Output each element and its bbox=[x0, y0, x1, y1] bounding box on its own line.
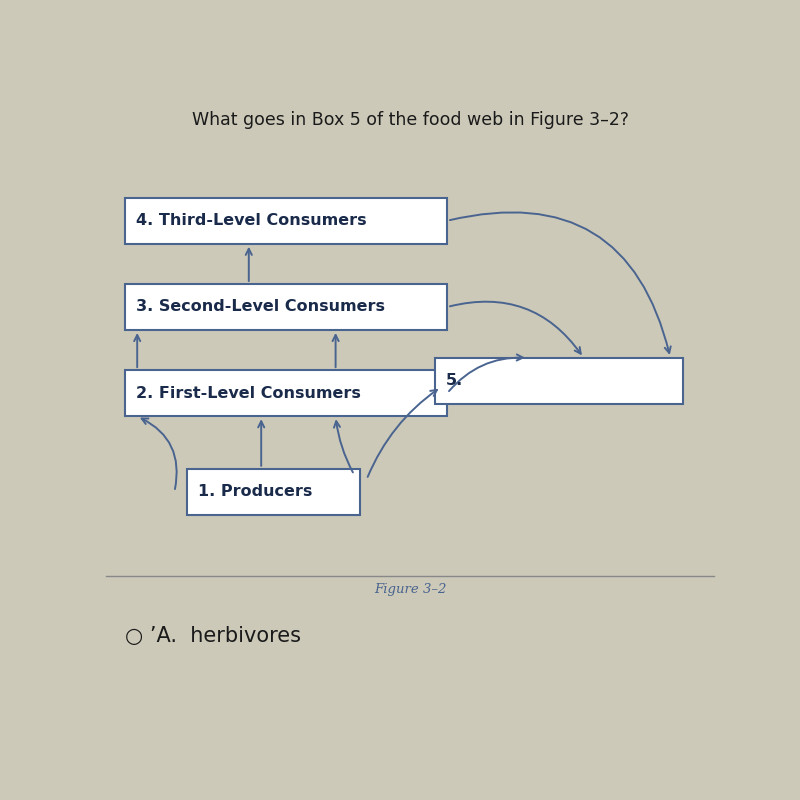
Text: 3. Second-Level Consumers: 3. Second-Level Consumers bbox=[136, 299, 385, 314]
FancyBboxPatch shape bbox=[125, 284, 447, 330]
Text: 2. First-Level Consumers: 2. First-Level Consumers bbox=[136, 386, 361, 401]
Text: 5.: 5. bbox=[446, 374, 463, 389]
FancyBboxPatch shape bbox=[435, 358, 683, 404]
Text: 4. Third-Level Consumers: 4. Third-Level Consumers bbox=[136, 214, 366, 228]
Text: ○ ’A.  herbivores: ○ ’A. herbivores bbox=[125, 626, 301, 646]
Text: Figure 3–2: Figure 3–2 bbox=[374, 582, 446, 596]
Text: 1. Producers: 1. Producers bbox=[198, 484, 312, 499]
FancyBboxPatch shape bbox=[187, 469, 361, 515]
Text: What goes in Box 5 of the food web in Figure 3–2?: What goes in Box 5 of the food web in Fi… bbox=[191, 111, 629, 130]
FancyBboxPatch shape bbox=[125, 198, 447, 244]
FancyBboxPatch shape bbox=[125, 370, 447, 416]
